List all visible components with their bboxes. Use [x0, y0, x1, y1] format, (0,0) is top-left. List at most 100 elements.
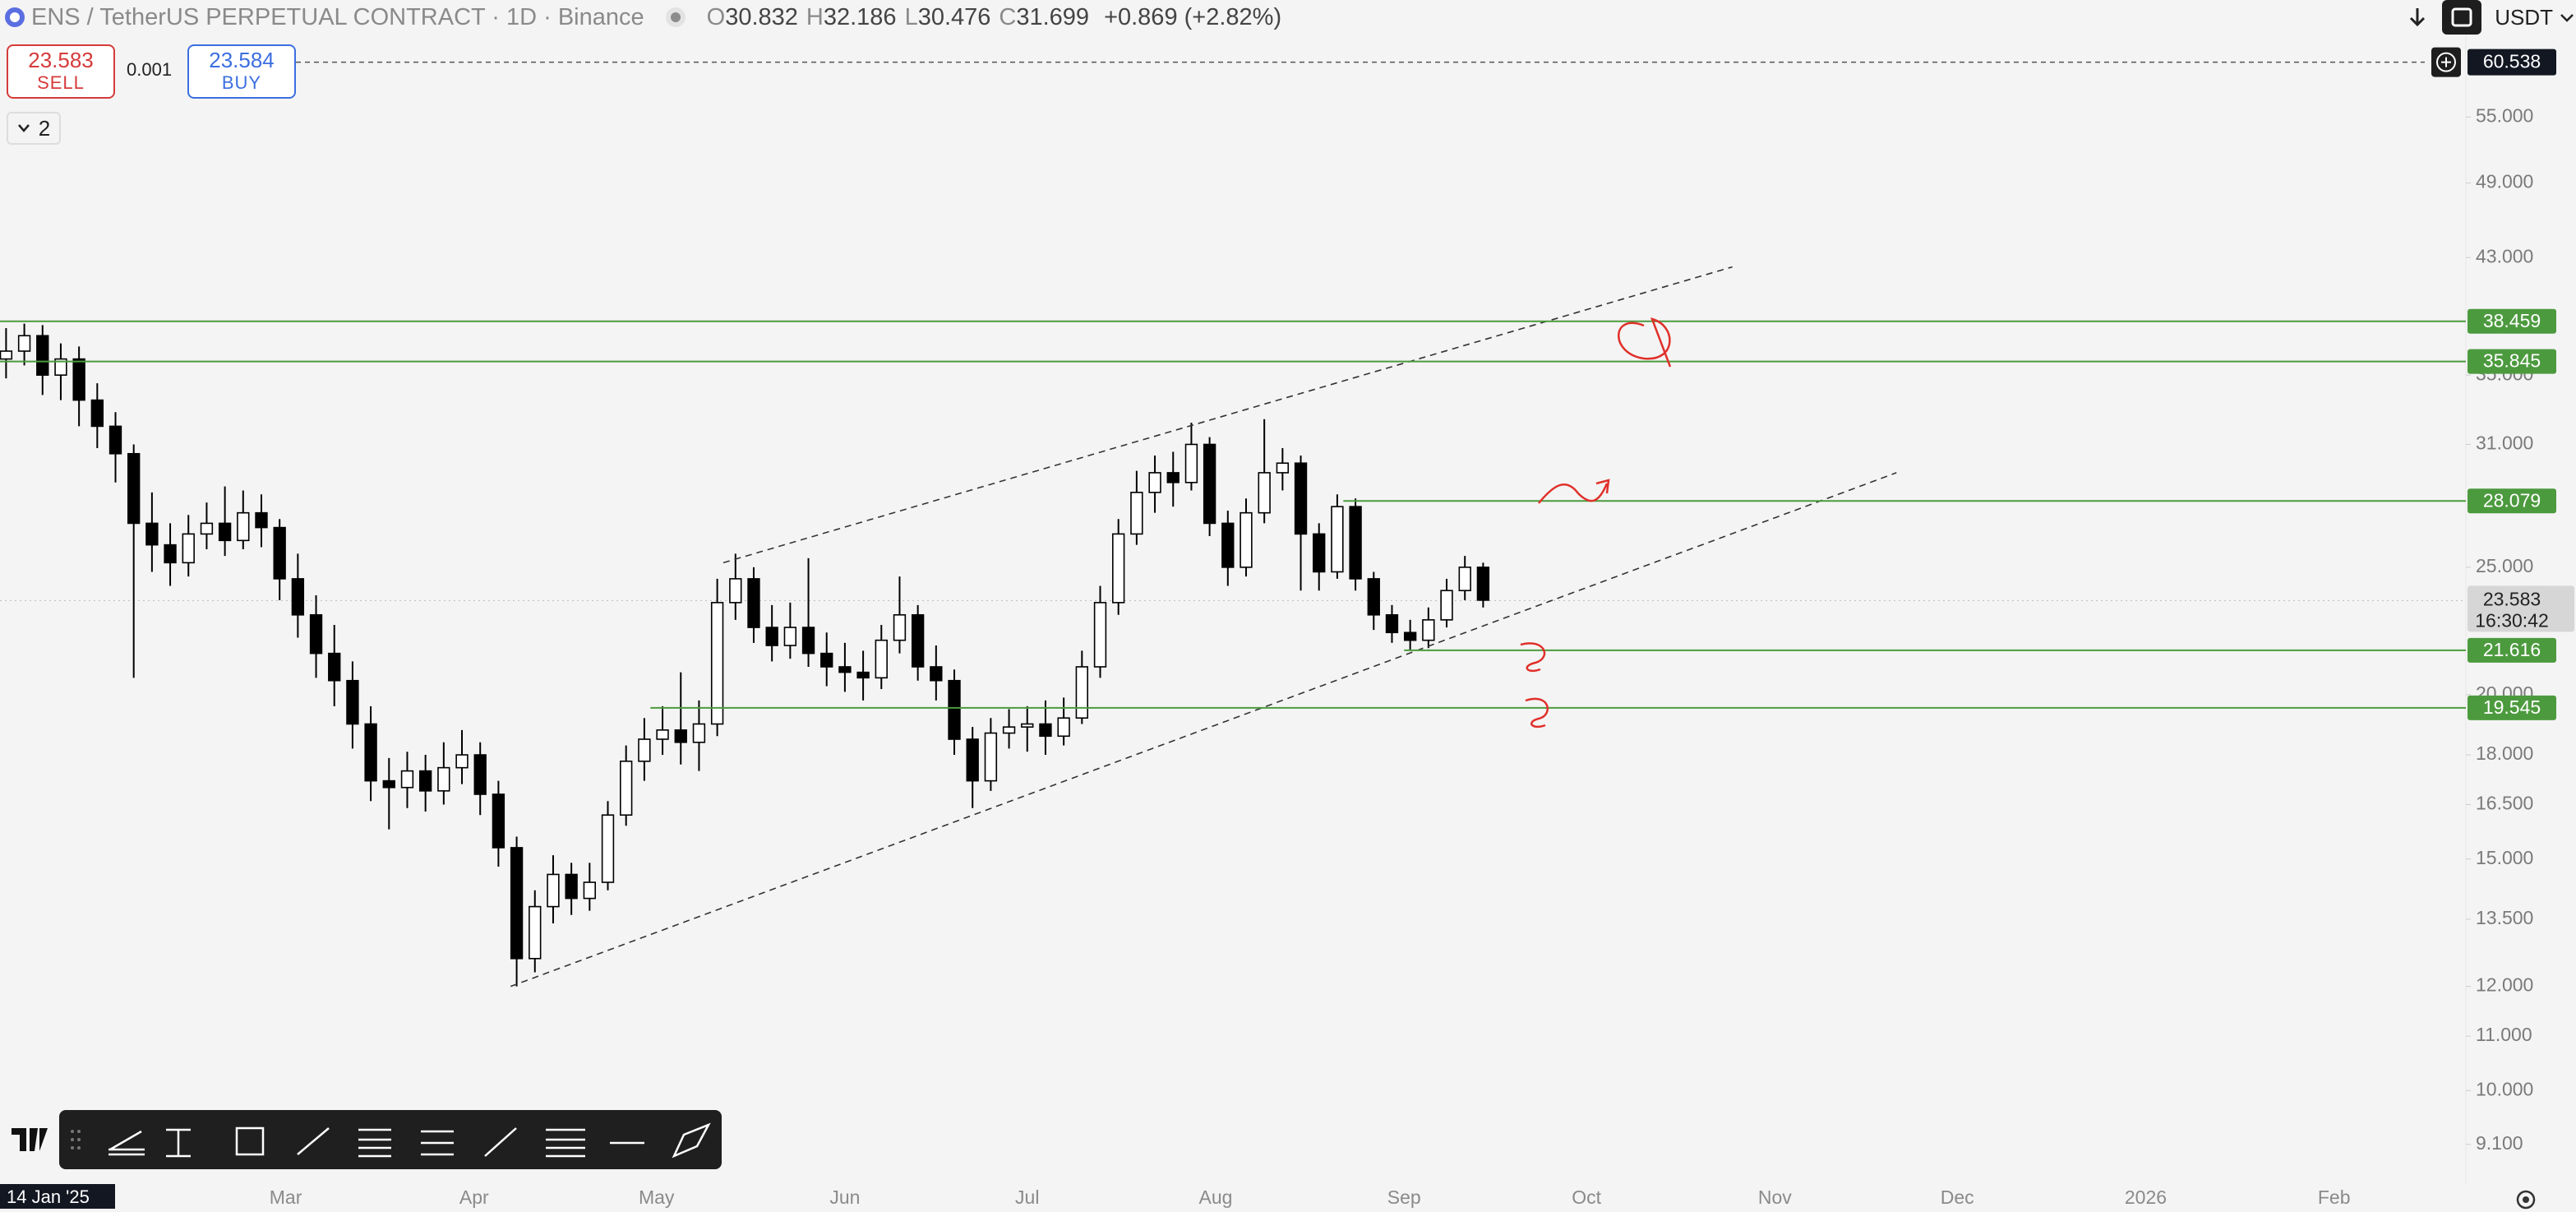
candle-body — [984, 732, 998, 782]
ohlc-label: C — [999, 3, 1017, 30]
candle-body — [801, 627, 815, 655]
buy-button[interactable]: 23.584 BUY — [187, 44, 296, 99]
candle-body — [1130, 492, 1143, 535]
x-tick-label: 14 Jan '25 — [7, 1187, 90, 1207]
candle-body — [856, 671, 870, 679]
y-tick-label: 43.000 — [2476, 245, 2533, 266]
candle-body — [729, 578, 742, 604]
candle-body — [1240, 511, 1253, 568]
ohlc-value: 30.832 — [725, 3, 798, 30]
candle-body — [36, 335, 49, 376]
sell-price: 23.583 — [28, 48, 94, 72]
candle-body — [382, 779, 395, 789]
candle-body — [911, 613, 925, 668]
y-tick-label: 13.500 — [2476, 907, 2533, 928]
tool-ray[interactable] — [484, 1127, 517, 1157]
tv-logo — [12, 1128, 48, 1151]
ohlc-value: 30.476 — [917, 3, 991, 30]
candle-body — [1403, 631, 1417, 641]
candle-body — [1002, 726, 1016, 734]
tool-channel[interactable] — [421, 1130, 454, 1156]
candle-body — [930, 666, 943, 682]
x-tick-label: Apr — [459, 1187, 489, 1208]
candle-body — [309, 613, 323, 655]
y-tick-label: 31.000 — [2476, 433, 2533, 454]
level-label-box — [2468, 308, 2556, 334]
symbol-title[interactable]: ENS / TetherUS PERPETUAL CONTRACT · 1D ·… — [31, 3, 644, 30]
indicator-toggle[interactable]: 2 — [7, 112, 61, 145]
settings-button[interactable] — [2514, 1187, 2538, 1212]
candle-body — [17, 335, 31, 352]
tool-fib[interactable] — [358, 1128, 391, 1158]
candle-body — [164, 544, 177, 564]
symbol-bar: ENS / TetherUS PERPETUAL CONTRACT · 1D ·… — [3, 0, 1281, 35]
candle-body — [547, 873, 560, 908]
sync-button[interactable] — [2442, 0, 2482, 35]
candle-body — [400, 770, 414, 789]
annotations — [1520, 317, 1672, 729]
candle-body — [1039, 723, 1052, 738]
drag-handle[interactable] — [71, 1130, 81, 1150]
trendline — [510, 472, 1897, 988]
candle-body — [455, 754, 469, 769]
tool-trend[interactable] — [108, 1130, 145, 1156]
candle-body — [838, 666, 852, 673]
tool-rect[interactable] — [235, 1126, 265, 1156]
candle-body — [1075, 666, 1088, 719]
level-label: 21.616 — [2483, 639, 2541, 660]
crosshair-date-box — [0, 1184, 115, 1209]
order-line-label: 60.538 — [2483, 51, 2541, 72]
candle-body — [492, 793, 506, 849]
candle-body — [1331, 506, 1344, 573]
y-tick-label: 12.000 — [2476, 974, 2533, 996]
level-label-box — [2468, 695, 2556, 720]
candle-body — [437, 766, 450, 792]
currency-caret[interactable] — [2558, 0, 2576, 35]
candle-body — [72, 358, 85, 401]
x-tick-label: Jun — [829, 1187, 860, 1208]
y-tick-label: 10.000 — [2476, 1078, 2533, 1099]
candle-body — [200, 522, 214, 535]
x-tick-label: 2026 — [2125, 1187, 2167, 1208]
indicator-count: 2 — [38, 115, 51, 141]
trendline — [722, 266, 1733, 564]
candle-body — [783, 627, 797, 646]
sell-button[interactable]: 23.583 SELL — [7, 44, 115, 99]
tool-lines[interactable] — [546, 1128, 585, 1158]
candle-body — [765, 627, 778, 646]
tool-text[interactable] — [166, 1128, 191, 1158]
countdown: 16:30:42 — [2475, 609, 2549, 631]
currency-select[interactable]: USDT — [2495, 4, 2553, 30]
order-quantity[interactable]: 0.001 — [127, 59, 173, 80]
candle-body — [583, 881, 596, 900]
candle-body — [1385, 613, 1399, 634]
tool-brush[interactable] — [672, 1122, 711, 1159]
candle-body — [510, 847, 524, 960]
tool-line[interactable] — [297, 1127, 330, 1155]
candle-body — [620, 761, 633, 816]
level-label-box — [2468, 349, 2556, 374]
candle-body — [1458, 567, 1471, 592]
y-tick-label: 16.500 — [2476, 793, 2533, 814]
candle-body — [1422, 619, 1435, 641]
candle-body — [1294, 462, 1308, 535]
candle-body — [601, 814, 615, 883]
scribble — [1520, 642, 1546, 673]
market-status[interactable] — [659, 6, 692, 29]
candle-body — [90, 399, 104, 428]
ohlc-value: 32.186 — [823, 3, 897, 30]
x-tick-label: Nov — [1758, 1187, 1792, 1208]
download-button[interactable] — [2399, 0, 2435, 35]
y-tick-label: 15.000 — [2476, 847, 2533, 868]
candle-body — [747, 578, 760, 628]
order-add-plus — [2441, 57, 2451, 67]
scribble — [1618, 317, 1672, 368]
candle-body — [692, 723, 706, 743]
candle-body — [346, 679, 359, 725]
y-tick-label: 49.000 — [2476, 171, 2533, 192]
y-tick-label: 11.000 — [2476, 1024, 2532, 1045]
candle-body — [1367, 578, 1380, 616]
candle-body — [1313, 533, 1326, 573]
candle-body — [127, 452, 141, 525]
